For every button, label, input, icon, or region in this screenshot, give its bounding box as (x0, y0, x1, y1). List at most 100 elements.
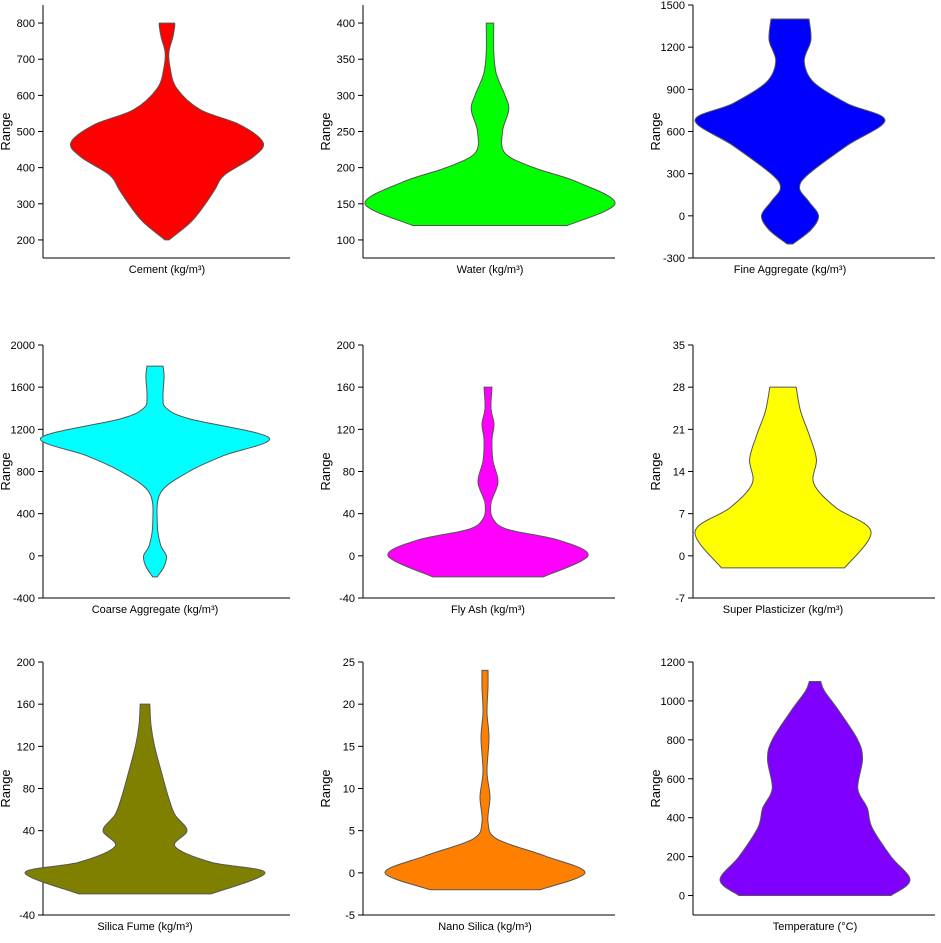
y-tick-label: 0 (349, 868, 355, 880)
y-tick-label: 160 (17, 699, 35, 711)
y-tick-label: 600 (667, 127, 685, 139)
y-tick-label: 200 (17, 235, 35, 247)
y-tick-label: 10 (343, 784, 355, 796)
x-axis-label: Silica Fume (kg/m³) (97, 921, 192, 933)
x-axis-label: Fine Aggregate (kg/m³) (734, 264, 847, 276)
panel: 100 150 200 250 300 350 400 Water (kg/m³) Range (318, 5, 616, 276)
y-tick-label: 400 (17, 163, 35, 175)
y-tick-label: 1600 (11, 382, 35, 394)
y-tick-label: 900 (667, 84, 685, 96)
violin (24, 703, 266, 895)
y-tick-label: 21 (673, 424, 685, 436)
y-tick-label: 200 (17, 657, 35, 669)
y-tick-label: -300 (663, 253, 685, 265)
y-tick-label: 28 (673, 382, 685, 394)
x-axis-label: Coarse Aggregate (kg/m³) (92, 604, 219, 616)
x-axis-label: Cement (kg/m³) (129, 264, 205, 276)
y-tick-label: 14 (673, 467, 685, 479)
panel: -4004080120160200Silica Fume (kg/m³)Rang… (0, 657, 290, 933)
y-axis-label: Range (648, 112, 663, 150)
y-axis-label: Range (648, 452, 663, 490)
y-axis-label: Range (318, 452, 333, 490)
y-tick-label: 200 (337, 163, 355, 175)
violin (694, 18, 886, 245)
y-tick-label: 5 (349, 826, 355, 838)
y-tick-label: 300 (667, 169, 685, 181)
y-tick-label: 300 (337, 90, 355, 102)
y-tick-label: 400 (337, 18, 355, 30)
x-axis-label: Temperature (°C) (773, 921, 857, 933)
y-tick-label: -400 (13, 593, 35, 605)
panel: -7 0 7 14 21 28 35 Super Plasticizer (kg/m³) Ran… (648, 340, 935, 616)
y-tick-label: 600 (667, 774, 685, 786)
violin (384, 669, 586, 891)
y-tick-label: -5 (345, 910, 355, 922)
y-tick-label: 400 (17, 509, 35, 521)
y-tick-label: 25 (343, 657, 355, 669)
y-tick-label: 0 (29, 551, 35, 563)
y-tick-label: 120 (17, 741, 35, 753)
y-tick-label: 40 (23, 826, 35, 838)
y-tick-label: -7 (675, 593, 685, 605)
violin (694, 386, 872, 569)
panel: 0 200 400 600 800 1000 1200 Temperature (°C) Ran… (648, 657, 935, 933)
y-tick-label: 800 (17, 18, 35, 30)
panel: 200 300 400 500 600 700 800 Cement (kg/m³) Range (0, 5, 290, 276)
panel: -300 0 300 600 900 1200 1500 Fine Aggregate (kg… (648, 0, 935, 276)
y-tick-label: 2000 (11, 340, 35, 352)
y-tick-label: 1000 (661, 696, 685, 708)
y-axis-label: Range (0, 769, 13, 807)
y-tick-label: 40 (343, 509, 355, 521)
x-axis-label: Fly Ash (kg/m³) (451, 604, 525, 616)
y-tick-label: 1500 (661, 0, 685, 12)
y-tick-label: 15 (343, 741, 355, 753)
panel: -40 0 40 80 120 160 200 Fly Ash (kg/m³) Range (318, 340, 615, 616)
y-tick-label: 100 (337, 235, 355, 247)
y-tick-label: 120 (337, 424, 355, 436)
y-tick-label: 1200 (661, 42, 685, 54)
y-tick-label: 350 (337, 54, 355, 66)
y-axis-label: Range (0, 452, 13, 490)
y-tick-label: 20 (343, 699, 355, 711)
violin (387, 386, 589, 578)
y-axis-label: Range (318, 769, 333, 807)
y-tick-label: 7 (679, 509, 685, 521)
y-tick-label: 500 (17, 127, 35, 139)
y-tick-label: 1200 (11, 424, 35, 436)
x-axis-label: Water (kg/m³) (457, 264, 524, 276)
y-tick-label: 80 (343, 467, 355, 479)
y-tick-label: 700 (17, 54, 35, 66)
y-tick-label: -40 (339, 593, 355, 605)
y-tick-label: 200 (337, 340, 355, 352)
y-tick-label: 80 (23, 784, 35, 796)
y-tick-label: 300 (17, 199, 35, 211)
y-tick-label: 1200 (661, 657, 685, 669)
x-axis-label: Nano Silica (kg/m³) (438, 921, 532, 933)
y-axis-label: Range (318, 112, 333, 150)
violin (69, 22, 265, 241)
y-tick-label: 250 (337, 127, 355, 139)
y-tick-label: 800 (667, 735, 685, 747)
y-tick-label: 160 (337, 382, 355, 394)
panel: -5 0 5 10 15 20 25 Nano Silica (kg/m³) Range (318, 657, 615, 933)
violin (364, 22, 616, 226)
y-tick-label: 0 (349, 551, 355, 563)
y-tick-label: 600 (17, 90, 35, 102)
y-tick-label: 0 (679, 551, 685, 563)
y-tick-label: 0 (679, 211, 685, 223)
y-tick-label: 0 (679, 891, 685, 903)
panel: -400 0 400 800 1200 1600 2000 Coarse Aggregate … (0, 340, 290, 616)
x-axis-label: Super Plasticizer (kg/m³) (723, 604, 843, 616)
y-tick-label: 800 (17, 467, 35, 479)
violin (40, 365, 270, 578)
y-tick-label: 35 (673, 340, 685, 352)
y-tick-label: 200 (667, 852, 685, 864)
y-axis-label: Range (0, 112, 13, 150)
y-axis-label: Range (648, 769, 663, 807)
y-tick-label: -40 (19, 910, 35, 922)
violin (719, 680, 911, 897)
y-tick-label: 150 (337, 199, 355, 211)
y-tick-label: 400 (667, 813, 685, 825)
